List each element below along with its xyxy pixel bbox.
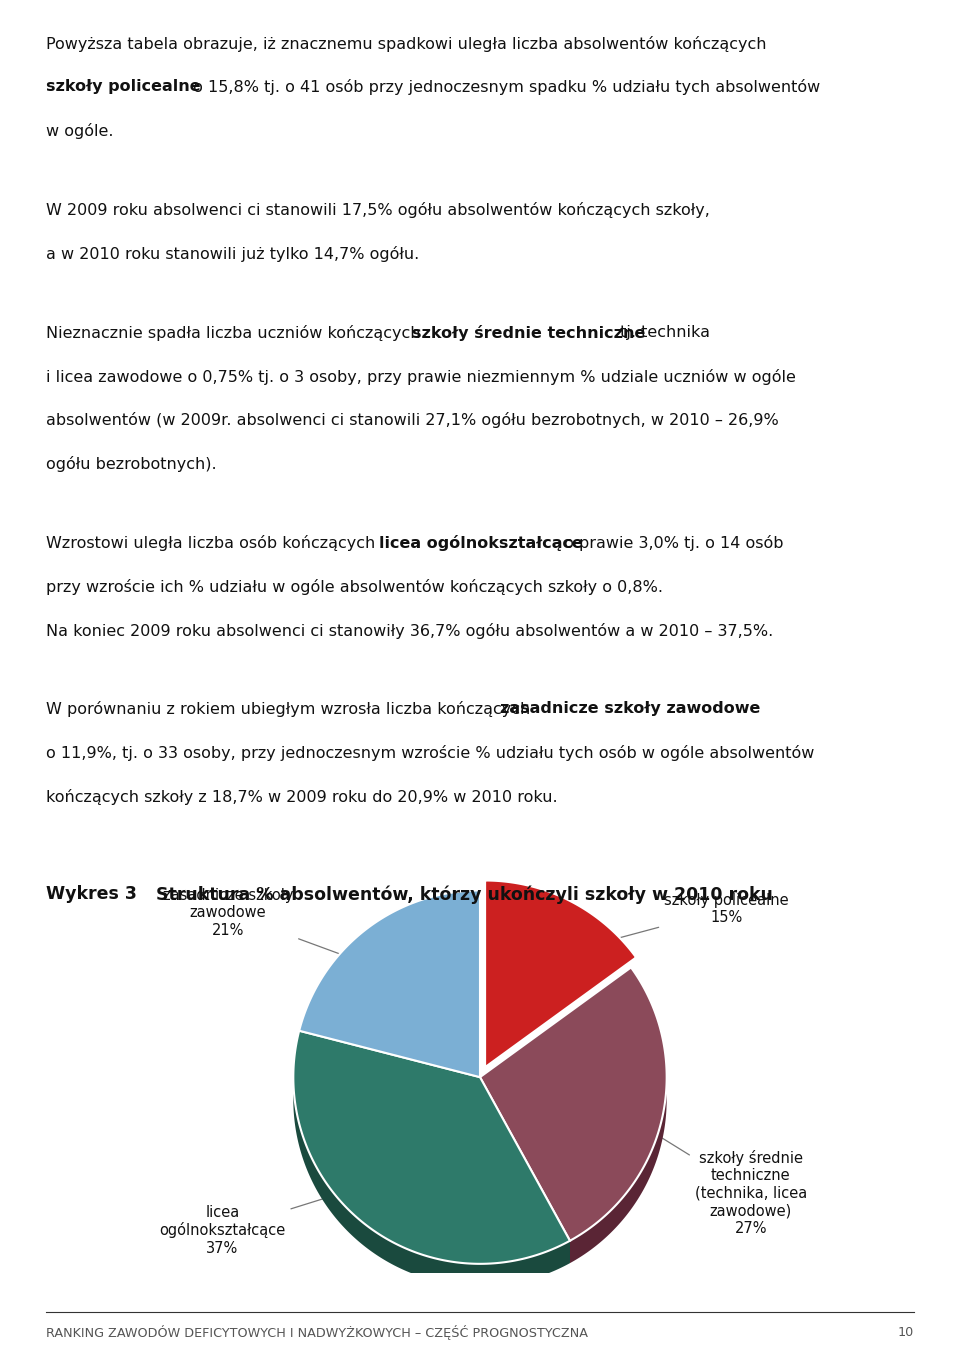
Text: w ogóle.: w ogóle.	[46, 123, 113, 140]
Text: licea
ogólnokształcące
37%: licea ogólnokształcące 37%	[159, 1173, 403, 1255]
Text: szkoły policealne
15%: szkoły policealne 15%	[542, 893, 789, 958]
Text: Nieznacznie spadła liczba uczniów kończących: Nieznacznie spadła liczba uczniów kończą…	[46, 324, 425, 341]
Polygon shape	[570, 1068, 666, 1264]
Text: W porównaniu z rokiem ubiegłym wzrosła liczba kończących: W porównaniu z rokiem ubiegłym wzrosła l…	[46, 701, 536, 717]
Text: licea ogólnokształcące: licea ogólnokształcące	[379, 535, 583, 550]
Text: szkoły policealne: szkoły policealne	[46, 79, 201, 94]
Text: 10: 10	[898, 1325, 914, 1339]
Polygon shape	[480, 1077, 570, 1264]
Text: kończących szkoły z 18,7% w 2009 roku do 20,9% w 2010 roku.: kończących szkoły z 18,7% w 2009 roku do…	[46, 789, 558, 805]
Polygon shape	[480, 1077, 570, 1264]
Text: Wzrostowi uległa liczba osób kończących: Wzrostowi uległa liczba osób kończących	[46, 535, 380, 550]
Polygon shape	[294, 1069, 570, 1287]
Text: RANKING ZAWODÓW DEFICYTOWYCH I NADWYŻKOWYCH – CZĘŚĆ PROGNOSTYCZNA: RANKING ZAWODÓW DEFICYTOWYCH I NADWYŻKOW…	[46, 1325, 588, 1339]
Text: i licea zawodowe o 0,75% tj. o 3 osoby, przy prawie niezmiennym % udziale ucznió: i licea zawodowe o 0,75% tj. o 3 osoby, …	[46, 368, 796, 385]
Text: o 11,9%, tj. o 33 osoby, przy jednoczesnym wzroście % udziału tych osób w ogóle : o 11,9%, tj. o 33 osoby, przy jednoczesn…	[46, 745, 814, 761]
Text: zasadnicze szkoły zawodowe: zasadnicze szkoły zawodowe	[500, 701, 760, 716]
Text: W 2009 roku absolwenci ci stanowili 17,5% ogółu absolwentów kończących szkoły,: W 2009 roku absolwenci ci stanowili 17,5…	[46, 203, 710, 218]
Text: Wykres 3: Wykres 3	[46, 886, 137, 904]
Polygon shape	[294, 1031, 570, 1264]
Text: Struktura % absolwentów, którzy ukończyli szkoły w 2010 roku: Struktura % absolwentów, którzy ukończyl…	[156, 886, 774, 904]
Text: absolwentów (w 2009r. absolwenci ci stanowili 27,1% ogółu bezrobotnych, w 2010 –: absolwentów (w 2009r. absolwenci ci stan…	[46, 412, 779, 428]
Text: ogółu bezrobotnych).: ogółu bezrobotnych).	[46, 456, 217, 472]
Text: Na koniec 2009 roku absolwenci ci stanowiły 36,7% ogółu absolwentów a w 2010 – 3: Na koniec 2009 roku absolwenci ci stanow…	[46, 623, 774, 638]
Text: zasadnicze szkoły
zawodowe
21%: zasadnicze szkoły zawodowe 21%	[163, 888, 399, 976]
Text: o prawie 3,0% tj. o 14 osób: o prawie 3,0% tj. o 14 osób	[559, 535, 783, 550]
Text: Powyższa tabela obrazuje, iż znacznemu spadkowi uległa liczba absolwentów kończą: Powyższa tabela obrazuje, iż znacznemu s…	[46, 36, 767, 52]
Text: o 15,8% tj. o 41 osób przy jednoczesnym spadku % udziału tych absolwentów: o 15,8% tj. o 41 osób przy jednoczesnym …	[188, 79, 821, 96]
Text: szkoły średnie
techniczne
(technika, licea
zawodowe)
27%: szkoły średnie techniczne (technika, lic…	[613, 1108, 806, 1236]
Text: szkoły średnie techniczne: szkoły średnie techniczne	[412, 324, 645, 341]
Text: przy wzroście ich % udziału w ogóle absolwentów kończących szkoły o 0,8%.: przy wzroście ich % udziału w ogóle abso…	[46, 579, 663, 594]
Polygon shape	[485, 880, 636, 1068]
Polygon shape	[480, 968, 666, 1240]
Text: tj. technika: tj. technika	[615, 324, 710, 340]
Text: a w 2010 roku stanowili już tylko 14,7% ogółu.: a w 2010 roku stanowili już tylko 14,7% …	[46, 246, 420, 261]
Polygon shape	[300, 890, 480, 1077]
